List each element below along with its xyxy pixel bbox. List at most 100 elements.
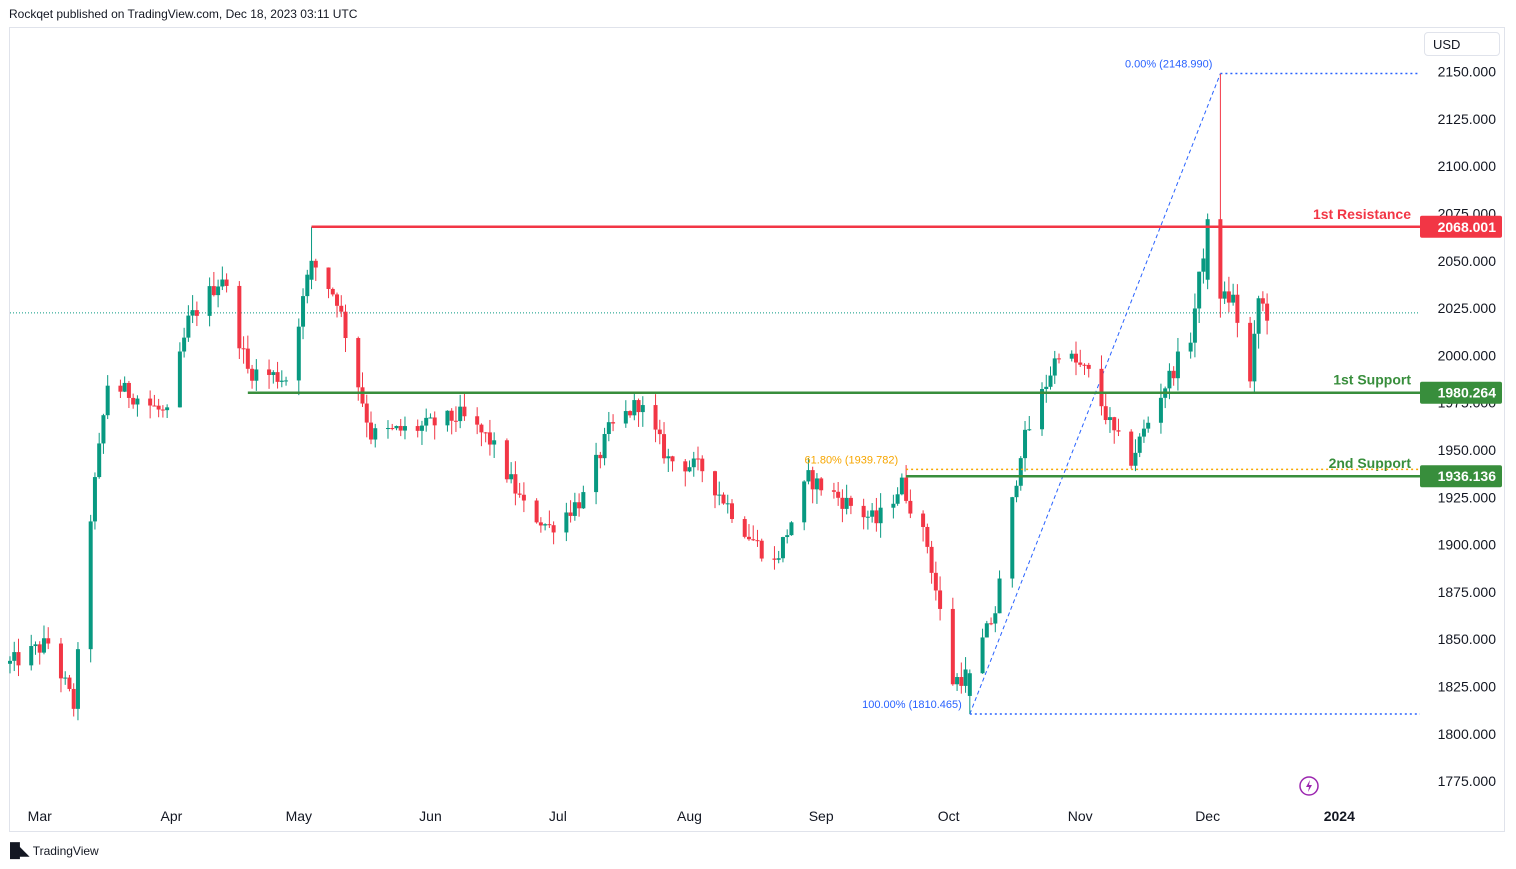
candle[interactable] (836, 482, 841, 506)
candle[interactable] (487, 419, 492, 456)
candle[interactable] (177, 342, 182, 408)
candle[interactable] (538, 517, 543, 533)
candle[interactable] (373, 423, 378, 448)
candle[interactable] (1260, 291, 1265, 312)
candle[interactable] (492, 432, 497, 458)
candle[interactable] (1048, 366, 1053, 390)
candle[interactable] (1192, 293, 1197, 358)
candle[interactable] (921, 510, 926, 542)
candle[interactable] (1218, 73, 1223, 318)
candle[interactable] (955, 673, 960, 691)
candle[interactable] (640, 396, 645, 427)
candle[interactable] (364, 394, 369, 438)
candle[interactable] (237, 281, 242, 360)
candle[interactable] (97, 432, 102, 479)
candle[interactable] (611, 414, 616, 432)
candle[interactable] (1040, 382, 1045, 436)
candle[interactable] (63, 671, 68, 685)
candle[interactable] (449, 408, 454, 435)
candle[interactable] (33, 641, 38, 655)
candle[interactable] (245, 335, 250, 374)
candle[interactable] (148, 390, 153, 419)
candle[interactable] (1099, 355, 1104, 416)
candle[interactable] (309, 226, 314, 290)
candle[interactable] (398, 418, 403, 437)
candle[interactable] (1112, 416, 1117, 444)
candle[interactable] (1163, 386, 1168, 409)
candle[interactable] (521, 482, 526, 513)
candle[interactable] (1201, 248, 1206, 284)
candle[interactable] (165, 404, 170, 419)
candle[interactable] (8, 656, 12, 674)
candle[interactable] (683, 458, 688, 487)
candle[interactable] (1129, 429, 1134, 469)
candle[interactable] (1057, 353, 1062, 364)
candle[interactable] (577, 493, 582, 517)
candle[interactable] (513, 461, 518, 506)
candle[interactable] (445, 410, 450, 432)
candle[interactable] (92, 472, 97, 530)
candle[interactable] (1014, 480, 1019, 503)
candle[interactable] (1116, 418, 1121, 437)
candle[interactable] (895, 487, 900, 506)
candle[interactable] (1141, 419, 1146, 443)
candle[interactable] (1235, 284, 1240, 338)
candle[interactable] (598, 451, 603, 469)
candle[interactable] (75, 642, 80, 721)
candle[interactable] (135, 395, 140, 417)
candle[interactable] (1256, 295, 1261, 349)
tradingview-footer[interactable]: █◣ TradingView (10, 842, 99, 859)
candle[interactable] (1103, 393, 1108, 425)
candle[interactable] (933, 561, 938, 601)
candle[interactable] (1158, 383, 1163, 434)
candle[interactable] (390, 423, 395, 431)
candle[interactable] (814, 473, 819, 504)
candle[interactable] (279, 370, 284, 388)
candle[interactable] (46, 627, 51, 650)
candle[interactable] (729, 499, 734, 523)
candle[interactable] (275, 361, 280, 389)
candle[interactable] (963, 657, 968, 693)
candle[interactable] (1023, 421, 1028, 472)
candle[interactable] (267, 359, 272, 389)
candle[interactable] (1069, 350, 1074, 362)
candle[interactable] (687, 460, 692, 473)
candle[interactable] (1188, 332, 1193, 359)
candle[interactable] (725, 494, 730, 514)
candle[interactable] (950, 597, 955, 686)
candle[interactable] (997, 570, 1002, 614)
candle[interactable] (908, 489, 913, 519)
candle[interactable] (602, 427, 607, 466)
candle[interactable] (101, 413, 106, 454)
candle[interactable] (29, 634, 34, 671)
candle[interactable] (131, 393, 136, 409)
candle[interactable] (623, 400, 628, 428)
candle[interactable] (1086, 362, 1091, 378)
candle[interactable] (428, 413, 433, 419)
candle[interactable] (419, 420, 424, 445)
candle[interactable] (122, 376, 127, 393)
candle[interactable] (394, 425, 399, 431)
candle[interactable] (802, 480, 807, 531)
candle[interactable] (1078, 349, 1083, 368)
candle[interactable] (313, 258, 318, 281)
candle[interactable] (1146, 416, 1151, 433)
candle[interactable] (755, 529, 760, 547)
candle[interactable] (1205, 213, 1210, 290)
candle[interactable] (551, 521, 556, 545)
candle[interactable] (870, 503, 875, 523)
candle[interactable] (806, 457, 811, 485)
candle[interactable] (848, 495, 853, 515)
candle[interactable] (58, 637, 63, 693)
candle[interactable] (16, 638, 21, 677)
candle[interactable] (713, 470, 717, 509)
candle[interactable] (194, 301, 199, 327)
candle[interactable] (458, 394, 463, 429)
candle[interactable] (568, 500, 573, 523)
candle[interactable] (88, 514, 93, 663)
candle[interactable] (330, 287, 335, 297)
candle[interactable] (572, 492, 577, 521)
candle[interactable] (929, 540, 934, 584)
candle[interactable] (504, 438, 509, 483)
candle[interactable] (432, 411, 437, 440)
